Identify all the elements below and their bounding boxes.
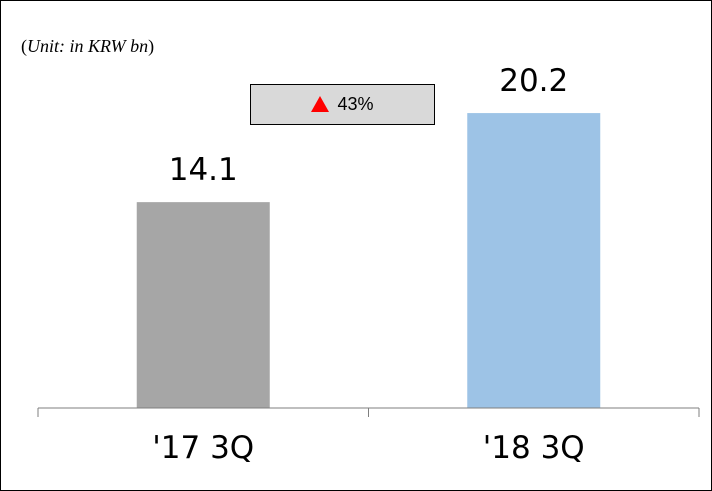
unit-label: (Unit: in KRW bn) [21, 36, 155, 56]
bar-value-label: 20.2 [499, 63, 568, 99]
change-percent: 43% [337, 94, 374, 114]
x-tick-label: '18 3Q [483, 430, 585, 466]
change-badge: 43% [250, 84, 435, 125]
bar [467, 113, 601, 408]
x-axis [37, 407, 700, 417]
x-tick-label: '17 3Q [152, 430, 254, 466]
bar [136, 202, 270, 408]
labels-group: 14.1 '17 3Q 20.2 '18 3Q [152, 63, 584, 466]
bar-value-label: 14.1 [169, 152, 238, 188]
up-triangle-icon [311, 95, 330, 112]
bars-group [136, 113, 601, 408]
